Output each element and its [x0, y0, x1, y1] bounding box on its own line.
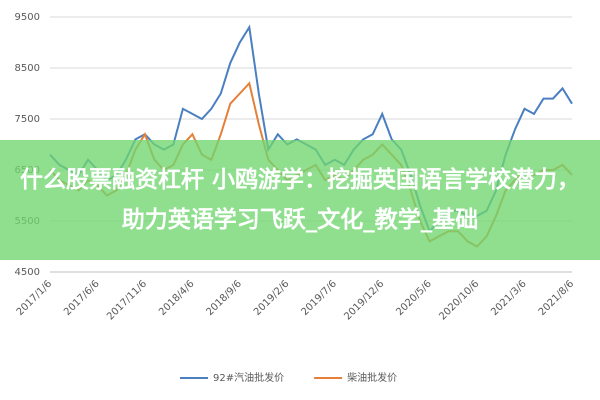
- x-tick-label: 2018/9/6: [205, 278, 245, 318]
- x-tick-label: 2017/11/6: [105, 278, 149, 322]
- x-tick-label: 2019/7/6: [299, 278, 339, 318]
- x-tick-label: 2017/6/6: [62, 278, 102, 318]
- y-tick-label: 9500: [15, 12, 40, 23]
- legend-label: 92#汽油批发价: [213, 371, 284, 384]
- y-tick-label: 8500: [15, 63, 40, 74]
- legend-label: 柴油批发价: [347, 371, 397, 384]
- x-tick-label: 2021/8/6: [537, 278, 577, 318]
- banner-text: 什么股票融资杠杆 小鸥游学：挖掘英国语言学校潜力，助力英语学习飞跃_文化_教学_…: [19, 167, 580, 233]
- y-tick-label: 7500: [15, 114, 40, 125]
- x-tick-label: 2019/12/6: [342, 278, 386, 322]
- x-tick-label: 2020/10/6: [437, 278, 481, 322]
- x-tick-label: 2019/2/6: [252, 278, 292, 318]
- x-tick-label: 2017/1/6: [15, 278, 55, 318]
- banner: 什么股票融资杠杆 小鸥游学：挖掘英国语言学校潜力，助力英语学习飞跃_文化_教学_…: [0, 140, 600, 260]
- x-tick-label: 2018/4/6: [157, 278, 197, 318]
- y-tick-label: 4500: [15, 267, 40, 278]
- x-tick-label: 2020/5/6: [394, 278, 434, 318]
- x-tick-label: 2021/3/6: [489, 278, 529, 318]
